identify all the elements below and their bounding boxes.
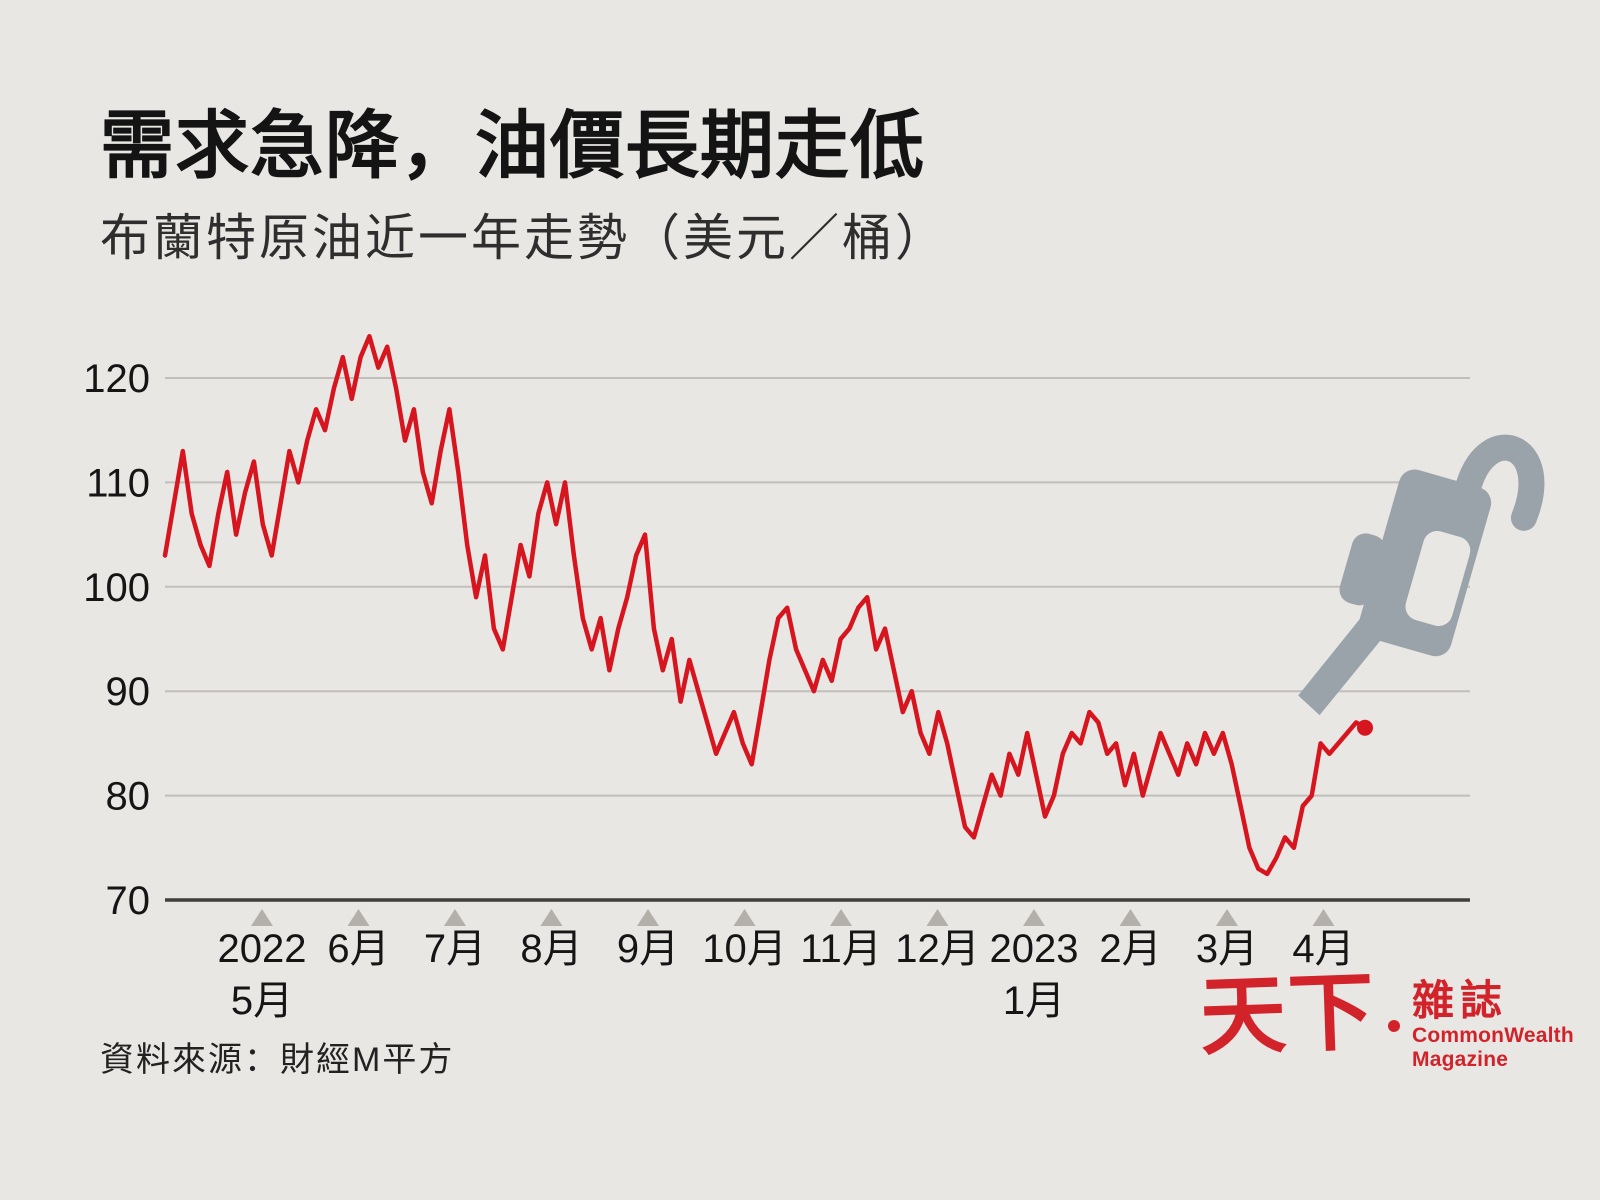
x-axis-label: 11月	[800, 927, 882, 971]
month-tick	[347, 909, 370, 926]
publisher-logo: 天下 雜誌 CommonWealth Magazine	[1198, 960, 1574, 1072]
month-tick	[251, 909, 273, 926]
x-axis-label: 1月	[1003, 979, 1065, 1023]
month-tick	[1119, 909, 1142, 926]
price-line	[162, 333, 1368, 877]
x-axis-label: 2月	[1099, 927, 1161, 971]
chart-title: 需求急降，油價長期走低	[100, 104, 925, 187]
month-tick	[1216, 909, 1238, 926]
x-axis-label: 2022	[218, 927, 307, 971]
y-axis-label: 90	[106, 670, 151, 714]
fuel-nozzle-icon	[1298, 434, 1545, 716]
logo-chinese-main: 天下	[1198, 960, 1378, 1069]
month-tick	[830, 909, 852, 926]
month-tick	[444, 909, 466, 926]
logo-english-line1: CommonWealth	[1412, 1024, 1574, 1048]
logo-chinese-sub: 雜誌	[1412, 976, 1509, 1025]
nozzle-window	[1405, 530, 1471, 626]
y-axis-label: 110	[86, 461, 150, 505]
source-note: 資料來源：財經M平方	[100, 1041, 455, 1079]
nozzle-spout	[1298, 615, 1387, 716]
nozzle-hook	[1456, 434, 1545, 531]
chart-subtitle: 布蘭特原油近一年走勢（美元／桶）	[100, 210, 948, 266]
price-line-layer	[162, 333, 1373, 877]
logo-english-line2: Magazine	[1412, 1048, 1509, 1072]
x-axis-label: 8月	[520, 927, 582, 971]
month-tick	[1023, 909, 1045, 926]
x-axis-label: 7月	[424, 927, 486, 971]
x-axis-label: 10月	[702, 927, 787, 971]
x-axis-label: 4月	[1292, 927, 1354, 971]
chart-grid: 70 80 90 100 110 120 2022 5月 6月 7月 8月 9月 10月 11月 12月 20…	[83, 357, 1470, 1023]
y-axis-label: 70	[106, 879, 151, 923]
x-axis-label: 12月	[895, 927, 980, 971]
y-axis-label: 120	[83, 357, 150, 401]
month-tick	[540, 909, 563, 926]
month-tick	[1312, 909, 1335, 926]
x-axis-label: 3月	[1196, 927, 1258, 971]
x-axis-label: 2023	[990, 927, 1079, 971]
x-axis-label: 9月	[617, 927, 679, 971]
x-axis-label: 5月	[231, 979, 293, 1023]
logo-right-column: 雜誌 CommonWealth Magazine	[1412, 976, 1574, 1072]
month-tick	[926, 909, 949, 926]
y-axis-label: 100	[83, 566, 150, 610]
month-tick	[637, 909, 659, 926]
x-axis-label: 6月	[327, 927, 389, 971]
month-tick	[733, 909, 756, 926]
logo-dot-icon	[1388, 1020, 1400, 1032]
line-end-dot	[1357, 719, 1373, 736]
y-axis-label: 80	[106, 775, 151, 819]
